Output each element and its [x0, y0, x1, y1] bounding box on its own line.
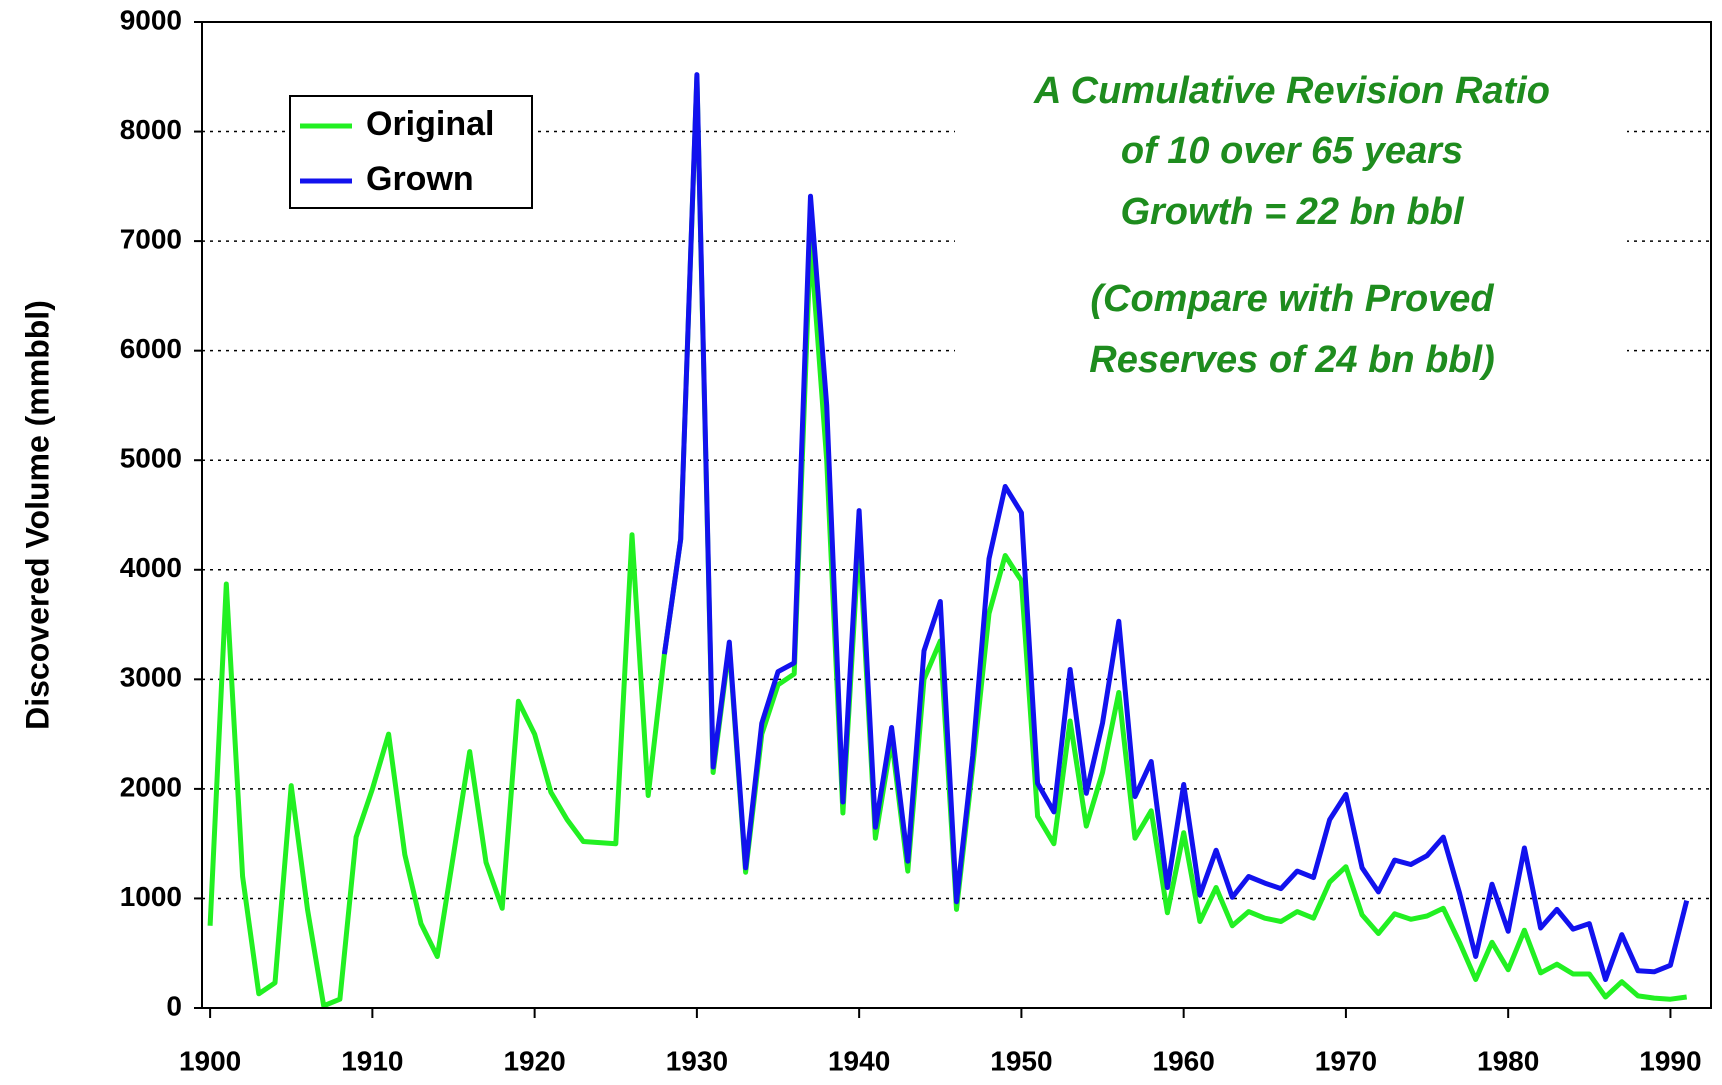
y-tick-label: 3000 — [120, 662, 182, 693]
y-axis-label: Discovered Volume (mmbbl) — [19, 300, 55, 730]
y-tick-label: 7000 — [120, 224, 182, 255]
x-tick-label: 1930 — [666, 1045, 728, 1076]
x-tick-label: 1910 — [341, 1045, 403, 1076]
plot-frame — [201, 21, 1712, 1009]
annotation: (Compare with Proved — [1090, 278, 1494, 320]
y-tick-label: 4000 — [120, 552, 182, 583]
x-tick-label: 1980 — [1477, 1045, 1539, 1076]
x-tick-label: 1940 — [828, 1045, 890, 1076]
annotation: Reserves of 24 bn bbl) — [1089, 339, 1494, 381]
legend-box — [289, 95, 533, 209]
legend-label: Grown — [366, 160, 474, 198]
y-tick-label: 5000 — [120, 443, 182, 474]
legend-label: Original — [366, 105, 494, 143]
x-tick-label: 1970 — [1315, 1045, 1377, 1076]
y-tick-label: 2000 — [120, 771, 182, 802]
annotation: of 10 over 65 years — [1121, 130, 1463, 172]
y-tick-label: 0 — [166, 990, 182, 1021]
x-tick-label: 1900 — [179, 1045, 241, 1076]
data-line — [661, 72, 1690, 982]
x-tick-label: 1950 — [990, 1045, 1052, 1076]
y-tick-label: 8000 — [120, 114, 182, 145]
x-tick-label: 1920 — [503, 1045, 565, 1076]
annotation: Growth = 22 bn bbl — [1120, 191, 1465, 233]
annotation: A Cumulative Revision Ratio — [1033, 70, 1550, 112]
y-tick-label: 1000 — [120, 881, 182, 912]
x-tick-label: 1990 — [1639, 1045, 1701, 1076]
y-tick-label: 6000 — [120, 333, 182, 364]
x-tick-label: 1960 — [1153, 1045, 1215, 1076]
annotation-backdrop — [955, 64, 1627, 396]
y-tick-label: 9000 — [120, 4, 182, 35]
